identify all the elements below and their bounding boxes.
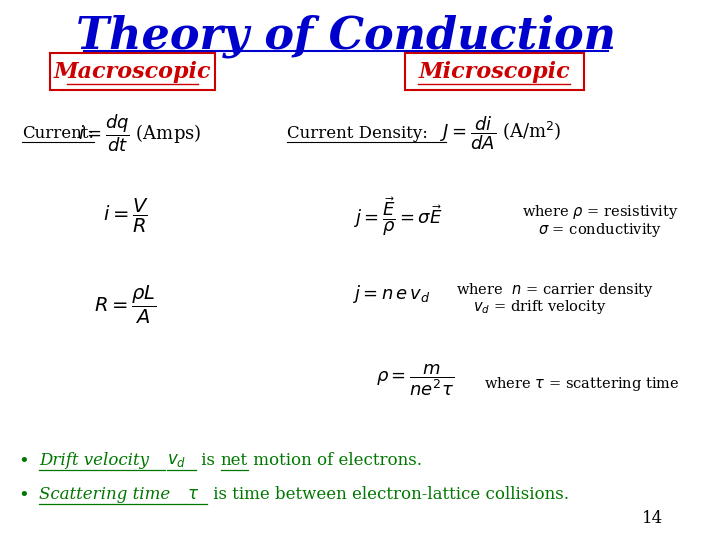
Text: •: • xyxy=(19,485,30,504)
Text: is: is xyxy=(196,452,220,469)
Text: $J = \dfrac{di}{dA}$ (A/m$^2$): $J = \dfrac{di}{dA}$ (A/m$^2$) xyxy=(440,114,562,152)
Text: 14: 14 xyxy=(642,510,663,527)
FancyBboxPatch shape xyxy=(50,53,215,90)
Text: where $\rho$ = resistivity: where $\rho$ = resistivity xyxy=(522,203,678,221)
Text: where  $n$ = carrier density: where $n$ = carrier density xyxy=(456,281,654,299)
Text: Current:: Current: xyxy=(22,125,94,141)
Text: $j = \dfrac{\vec{E}}{\rho} = \sigma\vec{E}$: $j = \dfrac{\vec{E}}{\rho} = \sigma\vec{… xyxy=(353,195,443,238)
Text: where $\tau$ = scattering time: where $\tau$ = scattering time xyxy=(484,375,679,393)
Text: $\sigma$ = conductivity: $\sigma$ = conductivity xyxy=(538,221,662,239)
Text: is time between electron-lattice collisions.: is time between electron-lattice collisi… xyxy=(208,486,569,503)
Text: Scattering time: Scattering time xyxy=(40,486,176,503)
Text: Microscopic: Microscopic xyxy=(418,61,570,83)
Text: $i = \dfrac{V}{R}$: $i = \dfrac{V}{R}$ xyxy=(102,197,148,235)
Text: $i = \dfrac{dq}{dt}$ (Amps): $i = \dfrac{dq}{dt}$ (Amps) xyxy=(78,112,201,154)
Text: $R = \dfrac{\rho L}{A}$: $R = \dfrac{\rho L}{A}$ xyxy=(94,284,157,326)
Text: Current Density:: Current Density: xyxy=(287,125,428,141)
Text: $v_d$ = drift velocity: $v_d$ = drift velocity xyxy=(474,298,607,315)
Text: $v_d$: $v_d$ xyxy=(167,452,186,469)
Text: Macroscopic: Macroscopic xyxy=(53,61,211,83)
Text: Theory of Conduction: Theory of Conduction xyxy=(76,15,616,58)
Text: Drift velocity: Drift velocity xyxy=(40,452,155,469)
Text: motion of electrons.: motion of electrons. xyxy=(248,452,422,469)
Text: $\rho = \dfrac{m}{n e^2 \tau}$: $\rho = \dfrac{m}{n e^2 \tau}$ xyxy=(376,362,454,398)
FancyBboxPatch shape xyxy=(405,53,584,90)
Text: $\tau$: $\tau$ xyxy=(187,486,199,503)
Text: $j = n\,e\,v_d$: $j = n\,e\,v_d$ xyxy=(351,283,430,305)
Text: •: • xyxy=(19,452,30,470)
Text: net: net xyxy=(220,452,248,469)
